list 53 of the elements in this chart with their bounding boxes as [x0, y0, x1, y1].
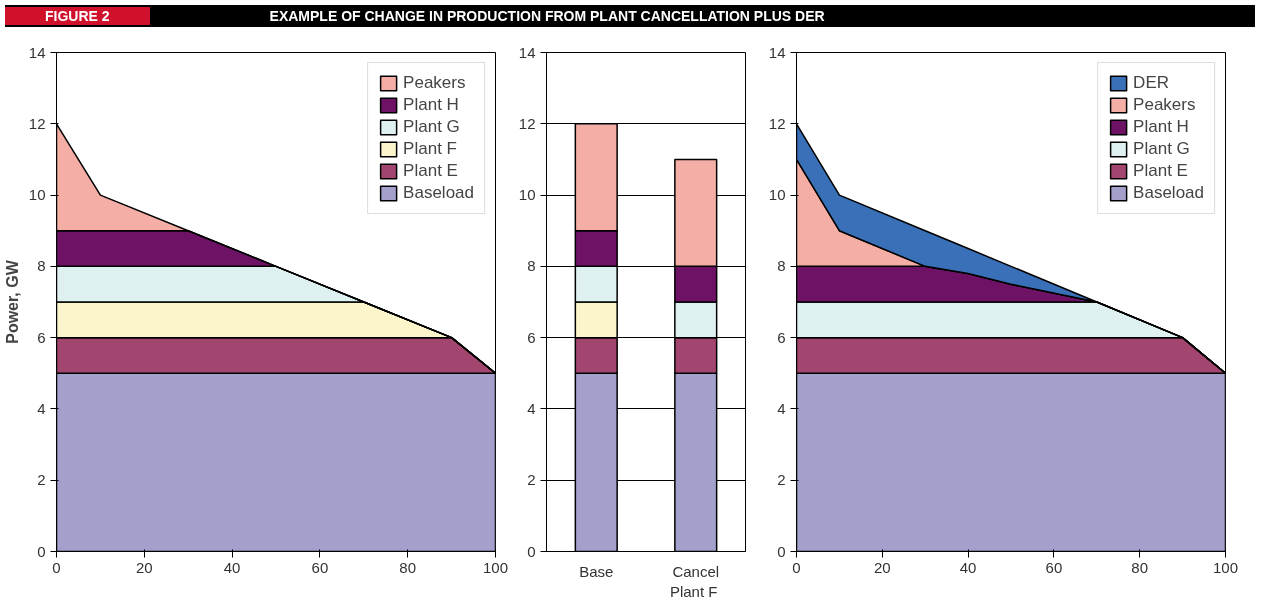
legend-label: Plant F — [403, 139, 457, 159]
y-tick-label: 8 — [37, 257, 46, 275]
y-tick-label: 4 — [37, 399, 46, 417]
legend-label: Peakers — [403, 73, 466, 93]
legend-label: Plant H — [403, 95, 459, 115]
y-tick-label: 14 — [518, 43, 536, 61]
legend-label: Baseload — [403, 183, 474, 203]
y-tick-label: 12 — [768, 114, 786, 132]
legend-label: Plant E — [1133, 161, 1188, 181]
y-tick-label: 6 — [527, 328, 536, 346]
y-tick-label: 4 — [777, 399, 786, 417]
x-tick-label: 60 — [1045, 558, 1063, 576]
legend-label: Plant H — [1133, 117, 1189, 137]
x-tick-label: 100 — [482, 558, 509, 576]
legend-label: Plant E — [403, 161, 458, 181]
y-tick-label: 10 — [28, 186, 46, 204]
caption: FIGURE 2 — [5, 7, 150, 25]
x-tick-label: 40 — [959, 558, 977, 576]
legend-label: Plant G — [1133, 139, 1190, 159]
x-tick-label: Cancel Plant F — [669, 562, 720, 600]
legend-label: DER — [1133, 73, 1170, 93]
y-tick-label: 10 — [768, 186, 786, 204]
y-tick-label: 8 — [527, 257, 536, 275]
x-tick-label: 80 — [399, 558, 417, 576]
x-tick-label: 40 — [223, 558, 241, 576]
y-tick-label: 0 — [777, 542, 786, 560]
text: EXAMPLE OF CHANGE IN PRODUCTION FROM PLANT CANCELLATION PLUS DER — [269, 8, 825, 24]
y-tick-label: 0 — [527, 542, 536, 560]
y-tick-label: 4 — [527, 399, 536, 417]
legend-label: Baseload — [1133, 183, 1204, 203]
y-tick-label: 0 — [37, 542, 46, 560]
y-tick-label: 12 — [518, 114, 536, 132]
y-axis-title: Power, GW — [3, 259, 21, 344]
y-tick-label: 12 — [28, 114, 46, 132]
y-tick-label: 14 — [28, 43, 46, 61]
x-tick-label: Base — [579, 562, 614, 580]
y-tick-label: 8 — [777, 257, 786, 275]
x-tick-label: 20 — [135, 558, 153, 576]
y-tick-label: 10 — [518, 186, 536, 204]
x-tick-label: 60 — [311, 558, 329, 576]
y-tick-label: 14 — [768, 43, 786, 61]
legend-label: Plant G — [403, 117, 460, 137]
legend-label: Peakers — [1133, 95, 1196, 115]
x-tick-label: 0 — [52, 558, 61, 576]
y-tick-label: 6 — [37, 328, 46, 346]
x-tick-label: 100 — [1212, 558, 1239, 576]
y-tick-label: 2 — [527, 471, 536, 489]
x-tick-label: 80 — [1131, 558, 1149, 576]
x-tick-label: 0 — [792, 558, 801, 576]
y-tick-label: 6 — [777, 328, 786, 346]
x-tick-label: 20 — [873, 558, 891, 576]
y-tick-label: 2 — [777, 471, 786, 489]
y-tick-label: 2 — [37, 471, 46, 489]
